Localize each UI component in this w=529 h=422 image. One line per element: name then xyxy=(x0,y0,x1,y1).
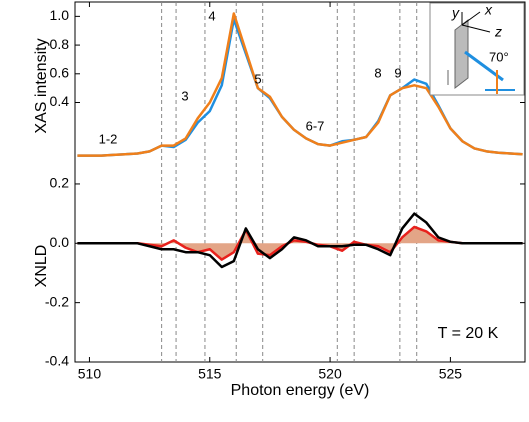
y-tick-label: 0.4 xyxy=(50,93,70,109)
area xyxy=(77,226,523,260)
axis-arrow xyxy=(461,24,491,33)
annotation: 4 xyxy=(208,8,215,23)
y-tick-label: 0.6 xyxy=(50,64,70,80)
x-tick-label: 510 xyxy=(78,366,102,382)
x-tick-label: 520 xyxy=(318,366,342,382)
inset-label: y xyxy=(451,5,460,21)
axis-arrow xyxy=(461,11,481,26)
inset-label: x xyxy=(484,2,493,18)
annotation: T = 20 K xyxy=(438,325,499,342)
y-tick-label: -0.2 xyxy=(45,293,69,309)
annotation: 8 xyxy=(374,65,381,80)
y-tick-label: 0.0 xyxy=(50,234,70,250)
line xyxy=(77,212,523,269)
annotation: 6-7 xyxy=(306,118,325,133)
y-tick-label: -0.4 xyxy=(45,353,69,369)
y-tick-label: 1.0 xyxy=(50,7,70,23)
annotation: 9 xyxy=(394,65,401,80)
annotation: 5 xyxy=(254,71,261,86)
annotation: 1-2 xyxy=(99,131,118,146)
annotation: 3 xyxy=(181,88,188,103)
x-axis-label: Photon energy (eV) xyxy=(231,382,370,399)
inset: y x z 70° xyxy=(429,2,525,96)
inset-label: z xyxy=(494,24,502,40)
y-axis-label: XNLD xyxy=(33,245,50,288)
y-tick-label: 0.2 xyxy=(50,175,70,191)
inset-label: 70° xyxy=(489,49,509,64)
x-tick-label: 515 xyxy=(198,366,222,382)
y-axis-label: XAS intensity xyxy=(33,38,50,133)
plot-frame xyxy=(74,1,526,363)
x-tick-label: 525 xyxy=(439,366,463,382)
line xyxy=(77,12,523,157)
y-tick-label: 0.8 xyxy=(50,36,70,52)
inset-frame xyxy=(429,2,525,96)
